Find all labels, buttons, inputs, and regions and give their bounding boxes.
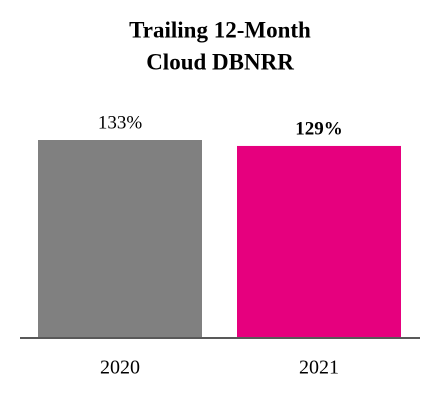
x-tick-label: 2021	[299, 357, 339, 379]
value-label: 133%	[98, 112, 143, 133]
x-tick-label: 2020	[100, 357, 140, 379]
bar	[237, 145, 401, 338]
chart-title: Cloud DBNRR	[146, 49, 294, 74]
bar	[38, 140, 202, 338]
value-label: 129%	[295, 118, 343, 139]
chart-title: Trailing 12-Month	[129, 17, 311, 42]
